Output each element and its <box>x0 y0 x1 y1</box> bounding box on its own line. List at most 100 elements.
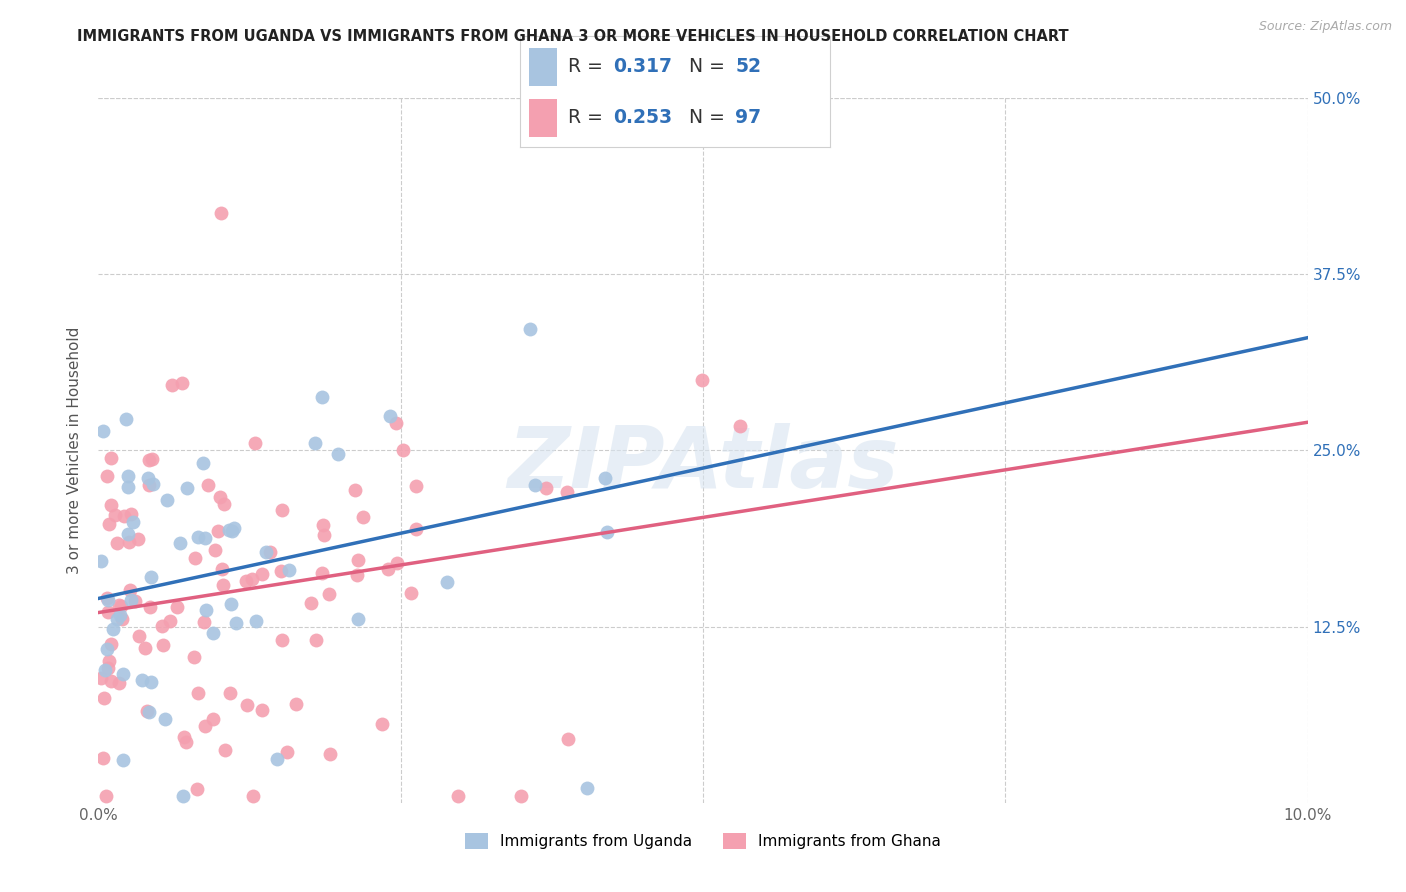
Point <box>128 629 150 643</box>
Point <box>436 574 458 589</box>
Point <box>120 507 142 521</box>
Point <box>172 789 194 803</box>
Text: R =: R = <box>568 108 609 128</box>
Point <box>242 789 264 803</box>
Point <box>91 751 114 765</box>
Point <box>276 745 298 759</box>
Point <box>100 450 122 465</box>
Point <box>160 378 183 392</box>
Point <box>153 712 176 726</box>
Point <box>299 596 322 610</box>
Point <box>207 524 229 538</box>
Point <box>224 521 246 535</box>
Point <box>166 599 188 614</box>
Point <box>271 503 294 517</box>
Point <box>103 622 125 636</box>
Point <box>447 789 470 803</box>
Point <box>557 732 579 747</box>
Point <box>97 606 120 620</box>
Point <box>187 686 209 700</box>
Point <box>96 591 118 606</box>
Point <box>312 528 335 542</box>
Point <box>117 527 139 541</box>
Point <box>221 524 243 538</box>
Point <box>405 479 427 493</box>
Point <box>127 532 149 546</box>
Point <box>108 676 131 690</box>
Point <box>209 490 232 504</box>
Point <box>122 515 145 529</box>
Point <box>728 418 751 433</box>
Point <box>97 516 120 531</box>
Point <box>138 453 160 467</box>
Point <box>110 599 132 614</box>
Point <box>194 719 217 733</box>
FancyBboxPatch shape <box>530 48 557 86</box>
Point <box>254 545 277 559</box>
Point <box>240 572 263 586</box>
Point <box>117 480 139 494</box>
Point <box>311 391 333 405</box>
Point <box>284 697 307 711</box>
Text: 0.317: 0.317 <box>613 57 672 76</box>
Point <box>134 640 156 655</box>
Point <box>271 632 294 647</box>
Text: 52: 52 <box>735 57 761 76</box>
Point <box>243 436 266 450</box>
Point <box>593 471 616 485</box>
Point <box>150 619 173 633</box>
Point <box>111 612 134 626</box>
Point <box>384 416 406 430</box>
Text: N =: N = <box>689 108 731 128</box>
Point <box>346 612 368 626</box>
Point <box>193 615 215 629</box>
Point <box>114 412 136 426</box>
Point <box>347 553 370 567</box>
Point <box>596 525 619 540</box>
Point <box>312 517 335 532</box>
Point <box>112 509 135 524</box>
Point <box>380 409 402 424</box>
Text: Source: ZipAtlas.com: Source: ZipAtlas.com <box>1258 20 1392 33</box>
Point <box>152 639 174 653</box>
Point <box>209 206 232 220</box>
Point <box>352 510 374 524</box>
Text: 0.253: 0.253 <box>613 108 672 128</box>
Point <box>124 594 146 608</box>
Point <box>266 752 288 766</box>
Point <box>170 376 193 390</box>
Point <box>138 599 160 614</box>
Point <box>305 633 328 648</box>
Point <box>96 469 118 483</box>
Point <box>510 789 533 803</box>
Point <box>100 637 122 651</box>
Point <box>211 578 233 592</box>
Point <box>94 789 117 803</box>
Point <box>576 781 599 796</box>
Point <box>195 603 218 617</box>
Point <box>270 564 292 578</box>
Point <box>197 478 219 492</box>
Point <box>176 481 198 495</box>
Point <box>135 704 157 718</box>
Point <box>118 534 141 549</box>
Point <box>377 562 399 576</box>
Point <box>184 551 207 566</box>
Point <box>105 612 128 626</box>
Point <box>90 672 112 686</box>
Point <box>131 673 153 688</box>
Point <box>117 469 139 483</box>
Point <box>385 557 408 571</box>
Point <box>112 753 135 767</box>
Point <box>138 706 160 720</box>
Point <box>392 442 415 457</box>
Point <box>311 566 333 580</box>
Point <box>142 476 165 491</box>
Point <box>194 532 217 546</box>
Point <box>524 478 547 492</box>
Point <box>214 742 236 756</box>
Point <box>100 498 122 512</box>
Point <box>120 582 142 597</box>
Point <box>100 674 122 689</box>
Point <box>304 435 326 450</box>
